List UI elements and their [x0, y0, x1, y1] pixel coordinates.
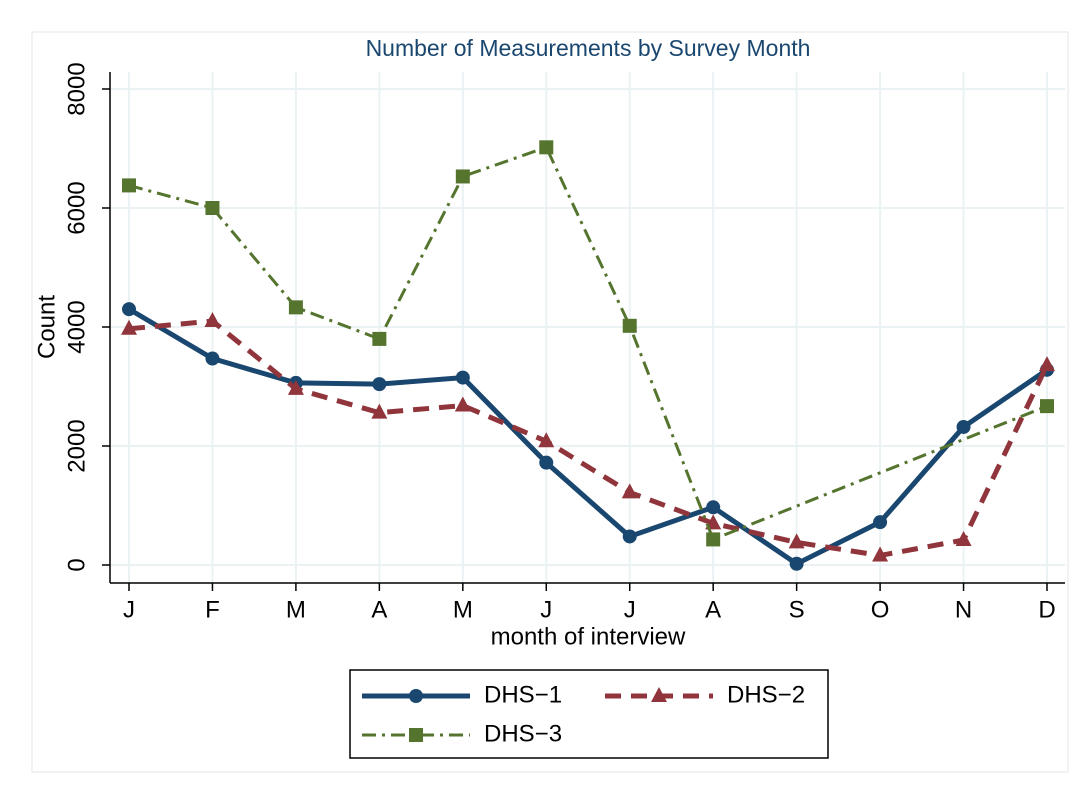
legend-marker — [651, 687, 667, 702]
x-tick-label: F — [205, 596, 220, 623]
marker — [539, 140, 554, 155]
x-tick-label: J — [123, 596, 135, 623]
marker — [205, 351, 220, 366]
y-tick-label: 8000 — [63, 62, 90, 115]
marker — [1040, 399, 1054, 414]
marker — [956, 419, 971, 434]
y-tick-label: 2000 — [63, 419, 90, 472]
marker — [538, 432, 555, 448]
marker — [122, 178, 136, 193]
marker — [454, 396, 471, 412]
legend-box — [349, 669, 829, 759]
marker — [288, 300, 303, 315]
x-tick-label: D — [1038, 596, 1055, 623]
marker — [873, 515, 888, 530]
marker — [788, 533, 805, 549]
marker — [122, 302, 136, 317]
marker — [539, 455, 554, 470]
marker — [371, 403, 388, 419]
x-tick-label: M — [453, 596, 473, 623]
marker — [204, 312, 221, 328]
legend-marker — [409, 689, 423, 703]
x-axis-title: month of interview — [491, 623, 686, 650]
x-tick-label: N — [955, 596, 972, 623]
legend-label: DHS−2 — [727, 681, 805, 708]
chart-title: Number of Measurements by Survey Month — [366, 35, 811, 61]
y-tick-label: 6000 — [63, 181, 90, 234]
series-line — [128, 318, 1050, 558]
series-line — [127, 306, 1049, 567]
marker — [372, 331, 387, 346]
x-tick-label: M — [286, 596, 306, 623]
series-line — [128, 145, 1048, 541]
marker — [455, 370, 470, 385]
y-tick-label: 4000 — [63, 300, 90, 353]
marker — [621, 483, 638, 499]
marker — [789, 556, 804, 571]
marker — [205, 201, 220, 215]
y-axis-title: Count — [33, 295, 60, 359]
marker — [706, 532, 721, 547]
marker — [455, 169, 470, 184]
marker — [622, 529, 637, 544]
legend-label: DHS−1 — [484, 681, 562, 708]
y-tick-label: 0 — [63, 558, 90, 571]
marker — [622, 318, 637, 333]
legend-label: DHS−3 — [484, 720, 562, 747]
legend-marker — [409, 728, 423, 742]
x-tick-label: J — [624, 596, 636, 623]
x-tick-label: S — [789, 596, 805, 623]
marker — [872, 546, 889, 562]
x-tick-label: O — [871, 596, 890, 623]
x-tick-label: A — [371, 596, 387, 623]
marker — [372, 377, 387, 392]
marker — [706, 500, 721, 515]
marker — [1039, 356, 1055, 372]
marker — [121, 319, 137, 335]
marker — [287, 379, 304, 395]
x-tick-label: A — [705, 596, 721, 623]
x-tick-label: J — [540, 596, 552, 623]
marker — [955, 531, 972, 547]
